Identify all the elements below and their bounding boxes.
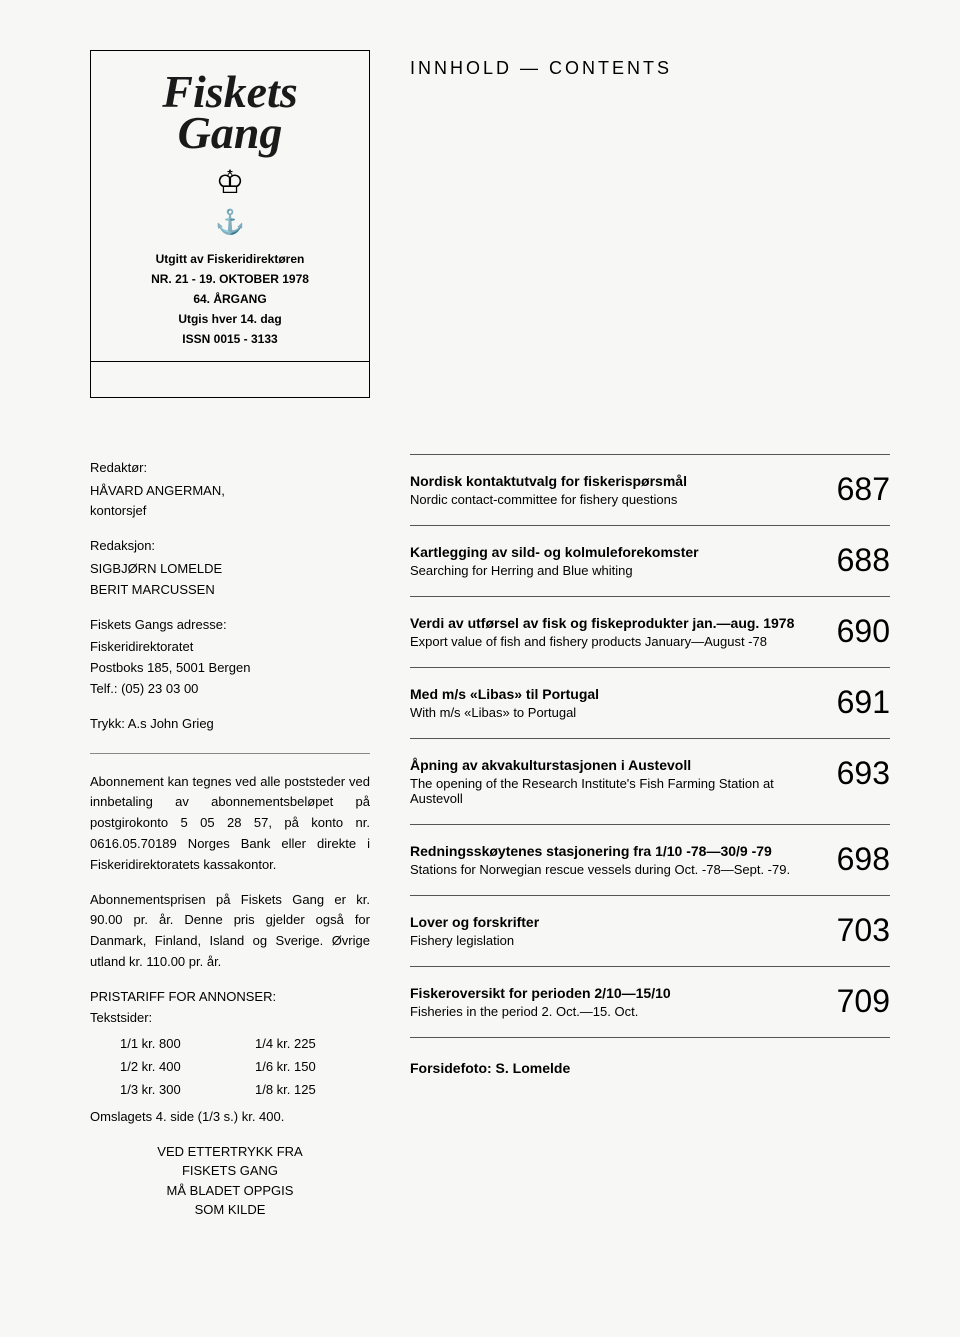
reprint-line-4: SOM KILDE <box>90 1200 370 1220</box>
entry-subtitle: With m/s «Libas» to Portugal <box>410 705 817 720</box>
content-entry: Åpning av akvakulturstasjonen i Austevol… <box>410 739 890 825</box>
entry-subtitle: Fisheries in the period 2. Oct.—15. Oct. <box>410 1004 817 1019</box>
price-1-2: 1/2 kr. 400 <box>120 1057 235 1078</box>
content-entry: Nordisk kontaktutvalg for fiskerispørsmå… <box>410 455 890 526</box>
crown-icon: ♔ <box>106 166 354 198</box>
editor-name: HÅVARD ANGERMAN, <box>90 481 370 502</box>
price-1-1: 1/1 kr. 800 <box>120 1034 235 1055</box>
reprint-line-2: FISKETS GANG <box>90 1161 370 1181</box>
masthead-divider <box>91 361 369 362</box>
issn-line: ISSN 0015 - 3133 <box>106 332 354 346</box>
entry-title: Kartlegging av sild- og kolmuleforekomst… <box>410 544 817 560</box>
cover-price: Omslagets 4. side (1/3 s.) kr. 400. <box>90 1107 370 1128</box>
entry-title: Lover og forskrifter <box>410 914 817 930</box>
address-line-2: Postboks 185, 5001 Bergen <box>90 658 370 679</box>
publisher-line: Utgitt av Fiskeridirektøren <box>106 252 354 266</box>
address-line-1: Fiskeridirektoratet <box>90 637 370 658</box>
content-entry: Redningsskøytenes stasjonering fra 1/10 … <box>410 825 890 896</box>
issue-line: NR. 21 - 19. OKTOBER 1978 <box>106 272 354 286</box>
volume-line: 64. ÅRGANG <box>106 292 354 306</box>
entry-subtitle: Nordic contact-committee for fishery que… <box>410 492 817 507</box>
editor-title: kontorsjef <box>90 501 370 522</box>
entry-title: Verdi av utførsel av fisk og fiskeproduk… <box>410 615 817 631</box>
sidebar: Fiskets Gang ♔ ⚓ Utgitt av Fiskeridirekt… <box>90 50 370 1287</box>
staff-label: Redaksjon: <box>90 536 370 557</box>
price-1-8: 1/8 kr. 125 <box>255 1080 370 1101</box>
entry-title: Nordisk kontaktutvalg for fiskerispørsmå… <box>410 473 817 489</box>
reprint-line-3: MÅ BLADET OPPGIS <box>90 1181 370 1201</box>
page-heading: INNHOLD — CONTENTS <box>410 58 890 79</box>
entry-subtitle: Searching for Herring and Blue whiting <box>410 563 817 578</box>
tariff-label: PRISTARIFF FOR ANNONSER: <box>90 987 370 1008</box>
entry-text: Redningsskøytenes stasjonering fra 1/10 … <box>410 843 817 877</box>
entry-subtitle: The opening of the Research Institute's … <box>410 776 817 806</box>
entry-page-number: 703 <box>837 914 890 946</box>
entry-subtitle: Stations for Norwegian rescue vessels du… <box>410 862 817 877</box>
entry-page-number: 693 <box>837 757 890 789</box>
contents-list: Nordisk kontaktutvalg for fiskerispørsmå… <box>410 454 890 1038</box>
entry-page-number: 687 <box>837 473 890 505</box>
masthead-box: Fiskets Gang ♔ ⚓ Utgitt av Fiskeridirekt… <box>90 50 370 398</box>
entry-text: Fiskeroversikt for perioden 2/10—15/10 Fi… <box>410 985 817 1019</box>
entry-text: Nordisk kontaktutvalg for fiskerispørsmå… <box>410 473 817 507</box>
content-entry: Med m/s «Libas» til Portugal With m/s «Li… <box>410 668 890 739</box>
entry-subtitle: Export value of fish and fishery product… <box>410 634 817 649</box>
address-label: Fiskets Gangs adresse: <box>90 615 370 636</box>
editor-label: Redaktør: <box>90 458 370 479</box>
price-1-6: 1/6 kr. 150 <box>255 1057 370 1078</box>
address-line-3: Telf.: (05) 23 03 00 <box>90 679 370 700</box>
cover-photo-credit: Forsidefoto: S. Lomelde <box>410 1060 890 1076</box>
frequency-line: Utgis hver 14. dag <box>106 312 354 326</box>
emblem-icon: ⚓ <box>106 208 354 237</box>
subscription-info: Abonnement kan tegnes ved alle poststede… <box>90 772 370 876</box>
content-entry: Kartlegging av sild- og kolmuleforekomst… <box>410 526 890 597</box>
printer-line: Trykk: A.s John Grieg <box>90 714 370 735</box>
entry-page-number: 690 <box>837 615 890 647</box>
entry-text: Kartlegging av sild- og kolmuleforekomst… <box>410 544 817 578</box>
main-content: INNHOLD — CONTENTS Nordisk kontaktutvalg… <box>410 50 890 1287</box>
entry-text: Med m/s «Libas» til Portugal With m/s «Li… <box>410 686 817 720</box>
entry-page-number: 691 <box>837 686 890 718</box>
section-divider-1 <box>90 753 370 754</box>
entry-title: Fiskeroversikt for perioden 2/10—15/10 <box>410 985 817 1001</box>
tariff-sublabel: Tekstsider: <box>90 1008 370 1029</box>
entry-text: Lover og forskrifter Fishery legislation <box>410 914 817 948</box>
entry-title: Med m/s «Libas» til Portugal <box>410 686 817 702</box>
entry-subtitle: Fishery legislation <box>410 933 817 948</box>
publication-logo: Fiskets Gang <box>106 71 354 154</box>
entry-page-number: 698 <box>837 843 890 875</box>
entry-text: Verdi av utførsel av fisk og fiskeproduk… <box>410 615 817 649</box>
content-entry: Fiskeroversikt for perioden 2/10—15/10 Fi… <box>410 967 890 1038</box>
content-entry: Lover og forskrifter Fishery legislation 7… <box>410 896 890 967</box>
editorial-info: Redaktør: HÅVARD ANGERMAN, kontorsjef Re… <box>90 458 370 1220</box>
entry-text: Åpning av akvakulturstasjonen i Austevol… <box>410 757 817 806</box>
content-entry: Verdi av utførsel av fisk og fiskeproduk… <box>410 597 890 668</box>
staff-name-2: BERIT MARCUSSEN <box>90 580 370 601</box>
entry-page-number: 709 <box>837 985 890 1017</box>
entry-page-number: 688 <box>837 544 890 576</box>
price-1-4: 1/4 kr. 225 <box>255 1034 370 1055</box>
reprint-line-1: VED ETTERTRYKK FRA <box>90 1142 370 1162</box>
reprint-notice: VED ETTERTRYKK FRA FISKETS GANG MÅ BLADE… <box>90 1142 370 1220</box>
price-info: Abonnementsprisen på Fiskets Gang er kr.… <box>90 890 370 973</box>
entry-title: Redningsskøytenes stasjonering fra 1/10 … <box>410 843 817 859</box>
price-grid: 1/1 kr. 800 1/4 kr. 225 1/2 kr. 400 1/6 … <box>120 1034 370 1100</box>
price-1-3: 1/3 kr. 300 <box>120 1080 235 1101</box>
staff-name-1: SIGBJØRN LOMELDE <box>90 559 370 580</box>
entry-title: Åpning av akvakulturstasjonen i Austevol… <box>410 757 817 773</box>
